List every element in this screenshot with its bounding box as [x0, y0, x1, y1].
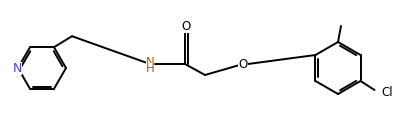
Text: O: O — [182, 19, 191, 33]
Text: Cl: Cl — [381, 86, 393, 98]
Text: N: N — [146, 55, 154, 69]
Text: N: N — [12, 61, 22, 75]
Text: H: H — [146, 63, 154, 75]
Text: O: O — [238, 58, 248, 70]
